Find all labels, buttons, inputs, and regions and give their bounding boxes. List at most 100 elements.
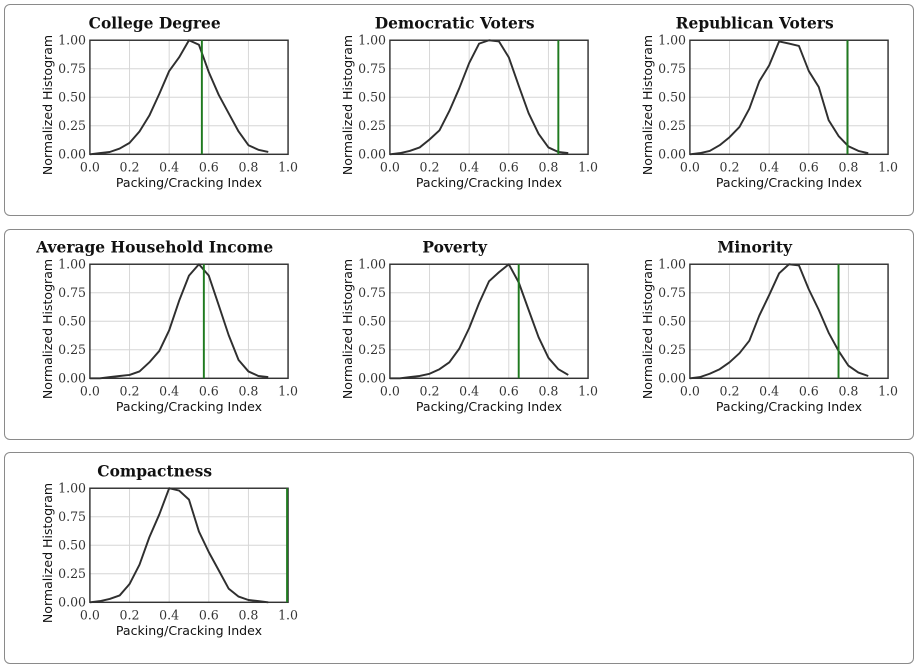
y-tick-label: 1.00 bbox=[58, 481, 86, 496]
y-tick-label: 0.00 bbox=[358, 371, 386, 386]
chart-svg: Average Household Income 0.0 0.2 0.4 0.6 0.8 1… bbox=[35, 238, 298, 415]
x-axis-label: Packing/Cracking Index bbox=[116, 399, 263, 414]
x-tick-label: 0.6 bbox=[799, 160, 819, 175]
chart-row-panel bbox=[4, 452, 914, 664]
x-tick-label: 1.0 bbox=[878, 160, 898, 175]
y-tick-label: 0.50 bbox=[658, 314, 686, 329]
y-tick-label: 0.75 bbox=[658, 61, 686, 76]
x-tick-label: 1.0 bbox=[578, 384, 598, 399]
x-axis-label: Packing/Cracking Index bbox=[416, 175, 563, 190]
y-tick-label: 0.50 bbox=[358, 314, 386, 329]
x-tick-label: 0.8 bbox=[238, 384, 258, 399]
x-tick-label: 0.4 bbox=[159, 608, 179, 623]
y-axis-label: Normalized Histogram bbox=[40, 259, 55, 399]
plot-frame bbox=[689, 39, 889, 156]
x-tick-label: 0.6 bbox=[199, 608, 219, 623]
y-axis-label: Normalized Histogram bbox=[640, 259, 655, 399]
x-tick-label: 0.0 bbox=[80, 608, 100, 623]
y-tick-label: 0.00 bbox=[658, 147, 686, 162]
plot-frame bbox=[89, 263, 289, 380]
gridlines bbox=[689, 263, 889, 379]
chart-row-panel bbox=[4, 4, 914, 216]
plot-frame bbox=[389, 263, 589, 380]
x-tick-label: 0.0 bbox=[80, 160, 100, 175]
x-axis-label: Packing/Cracking Index bbox=[116, 623, 263, 638]
y-axis-label: Normalized Histogram bbox=[40, 483, 55, 623]
chart-svg: College Degree 0.0 0.2 0.4 0.6 0.8 1.0 0.00 0.25… bbox=[40, 14, 298, 191]
histogram-chart: College Degree 0.0 0.2 0.4 0.6 0.8 1.0 0.00 0.25… bbox=[0, 0, 298, 210]
y-axis-label: Normalized Histogram bbox=[40, 35, 55, 175]
x-tick-label: 0.4 bbox=[159, 160, 179, 175]
x-tick-label: 0.2 bbox=[120, 160, 140, 175]
chart-title: Minority bbox=[717, 238, 793, 257]
y-tick-label: 0.25 bbox=[58, 118, 86, 133]
y-tick-label: 0.50 bbox=[658, 90, 686, 105]
x-axis-label: Packing/Cracking Index bbox=[716, 175, 863, 190]
x-tick-label: 0.4 bbox=[459, 384, 479, 399]
x-tick-label: 0.0 bbox=[80, 384, 100, 399]
x-tick-label: 0.8 bbox=[238, 160, 258, 175]
y-tick-label: 1.00 bbox=[358, 33, 386, 48]
y-tick-label: 0.75 bbox=[58, 61, 86, 76]
chart-title: Average Household Income bbox=[35, 238, 273, 257]
chart-svg: Republican Voters 0.0 0.2 0.4 0.6 0.8 1.0 0.00 0… bbox=[640, 14, 898, 191]
x-tick-label: 0.2 bbox=[720, 384, 740, 399]
chart-svg: Compactness 0.0 0.2 0.4 0.6 0.8 1.0 0.00 0.25 0.5… bbox=[40, 462, 298, 639]
y-tick-label: 0.75 bbox=[658, 285, 686, 300]
y-tick-label: 0.00 bbox=[658, 371, 686, 386]
y-tick-label: 0.25 bbox=[658, 342, 686, 357]
x-axis-label: Packing/Cracking Index bbox=[716, 399, 863, 414]
y-tick-label: 0.50 bbox=[358, 90, 386, 105]
x-tick-label: 0.6 bbox=[199, 384, 219, 399]
chart-title: Poverty bbox=[422, 238, 488, 257]
x-tick-label: 0.0 bbox=[680, 384, 700, 399]
y-tick-label: 0.50 bbox=[58, 538, 86, 553]
histogram-chart: Compactness 0.0 0.2 0.4 0.6 0.8 1.0 0.00 0.25 0.5… bbox=[0, 448, 298, 658]
y-tick-label: 0.25 bbox=[358, 342, 386, 357]
x-tick-label: 1.0 bbox=[278, 384, 298, 399]
y-tick-label: 1.00 bbox=[658, 257, 686, 272]
chart-title: College Degree bbox=[89, 14, 221, 33]
x-tick-label: 0.2 bbox=[120, 608, 140, 623]
chart-title: Republican Voters bbox=[676, 14, 834, 33]
histogram-chart: Minority 0.0 0.2 0.4 0.6 0.8 1.0 0.00 0.25 0.50 0.… bbox=[600, 224, 898, 434]
chart-svg: Democratic Voters 0.0 0.2 0.4 0.6 0.8 1.0 0.00 0… bbox=[340, 14, 598, 191]
histogram-chart: Democratic Voters 0.0 0.2 0.4 0.6 0.8 1.0 0.00 0… bbox=[300, 0, 598, 210]
y-tick-label: 0.50 bbox=[58, 314, 86, 329]
y-tick-label: 0.25 bbox=[658, 118, 686, 133]
x-tick-label: 0.0 bbox=[380, 160, 400, 175]
x-tick-label: 1.0 bbox=[278, 160, 298, 175]
chart-title: Compactness bbox=[97, 462, 212, 481]
x-tick-label: 1.0 bbox=[278, 608, 298, 623]
y-tick-label: 0.75 bbox=[358, 285, 386, 300]
y-tick-label: 1.00 bbox=[58, 33, 86, 48]
x-tick-label: 0.4 bbox=[159, 384, 179, 399]
y-tick-label: 1.00 bbox=[358, 257, 386, 272]
x-tick-label: 0.4 bbox=[759, 384, 779, 399]
x-tick-label: 0.4 bbox=[459, 160, 479, 175]
x-tick-label: 0.2 bbox=[420, 160, 440, 175]
x-tick-label: 0.8 bbox=[838, 160, 858, 175]
x-tick-label: 0.4 bbox=[759, 160, 779, 175]
gridlines bbox=[89, 487, 289, 603]
y-tick-label: 0.00 bbox=[58, 595, 86, 610]
x-tick-label: 0.2 bbox=[720, 160, 740, 175]
x-tick-label: 1.0 bbox=[578, 160, 598, 175]
chart-title: Democratic Voters bbox=[375, 14, 535, 33]
histogram-chart: Republican Voters 0.0 0.2 0.4 0.6 0.8 1.0 0.00 0… bbox=[600, 0, 898, 210]
y-tick-label: 1.00 bbox=[658, 33, 686, 48]
y-axis-label: Normalized Histogram bbox=[340, 35, 355, 175]
y-tick-label: 0.75 bbox=[58, 285, 86, 300]
x-tick-label: 0.2 bbox=[420, 384, 440, 399]
x-tick-label: 1.0 bbox=[878, 384, 898, 399]
x-tick-label: 0.8 bbox=[838, 384, 858, 399]
x-tick-label: 0.0 bbox=[380, 384, 400, 399]
y-tick-label: 0.75 bbox=[58, 509, 86, 524]
x-tick-label: 0.0 bbox=[680, 160, 700, 175]
y-tick-label: 0.25 bbox=[358, 118, 386, 133]
y-tick-label: 0.25 bbox=[58, 342, 86, 357]
y-tick-label: 1.00 bbox=[58, 257, 86, 272]
x-tick-label: 0.6 bbox=[199, 160, 219, 175]
y-axis-label: Normalized Histogram bbox=[340, 259, 355, 399]
histogram-chart: Poverty 0.0 0.2 0.4 0.6 0.8 1.0 0.00 0.25 0.50 0.7… bbox=[300, 224, 598, 434]
